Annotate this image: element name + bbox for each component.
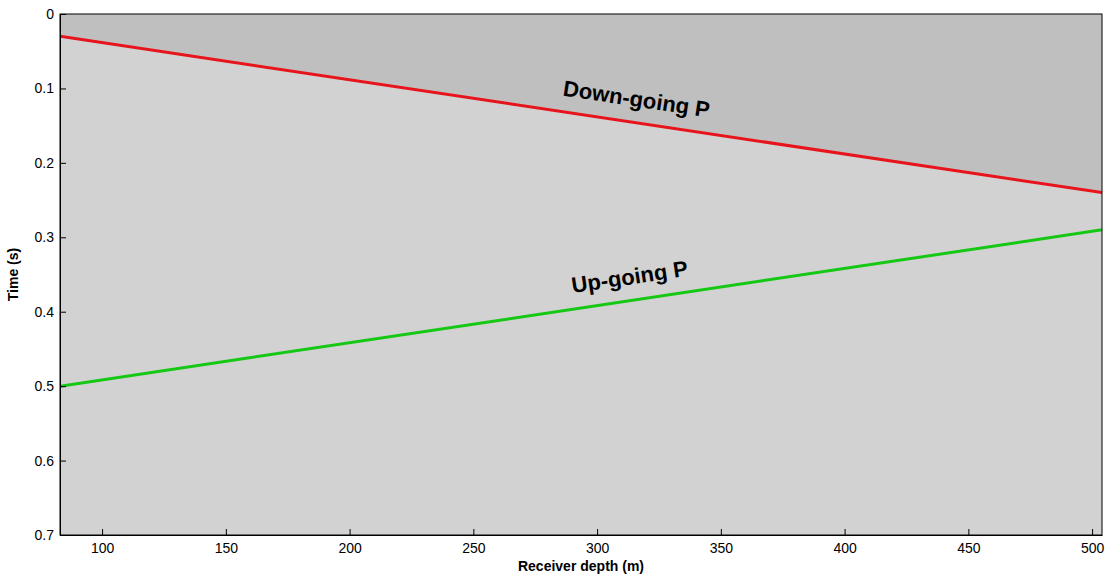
x-tick: 100 [91, 529, 115, 556]
x-tick-label: 500 [1081, 540, 1105, 556]
x-tick-mark [102, 529, 103, 535]
y-tick-label: 0.2 [35, 155, 55, 171]
y-tick: 0.5 [35, 378, 66, 394]
y-tick-label: 0.7 [35, 527, 55, 543]
series-line [60, 36, 1102, 192]
x-tick-label: 400 [833, 540, 857, 556]
x-tick-label: 100 [91, 540, 115, 556]
y-tick-mark [60, 88, 66, 89]
x-tick: 350 [710, 529, 734, 556]
x-tick-mark [226, 529, 227, 535]
x-tick-mark [597, 529, 598, 535]
y-tick-mark [60, 461, 66, 462]
x-tick-label: 450 [957, 540, 981, 556]
x-tick-mark [473, 529, 474, 535]
y-tick: 0 [46, 6, 66, 22]
chart: 100 150 200 250 300 350 400 450 500 0 0.1 0.2 0.3 0.4… [0, 0, 1108, 579]
y-tick-mark [60, 312, 66, 313]
y-tick: 0.3 [35, 229, 66, 245]
x-tick: 150 [215, 529, 239, 556]
plot-background [60, 14, 1102, 535]
x-axis: 100 150 200 250 300 350 400 450 500 [61, 529, 1105, 556]
x-tick: 500 [1081, 529, 1105, 556]
y-tick-label: 0.1 [35, 80, 55, 96]
mute-area [60, 14, 1102, 193]
marks [60, 14, 1102, 386]
plot: 100 150 200 250 300 350 400 450 500 0 0.1 0.2 0.3 0.4… [35, 6, 1105, 556]
x-tick-mark [350, 529, 351, 535]
x-tick-label: 350 [710, 540, 734, 556]
y-axis: 0 0.1 0.2 0.3 0.4 0.5 0.6 0.7 [35, 6, 66, 543]
y-tick: 0.6 [35, 453, 66, 469]
x-tick-label: 300 [586, 540, 610, 556]
x-tick-mark [721, 529, 722, 535]
x-tick-label: 250 [462, 540, 486, 556]
y-tick-label: 0.4 [35, 304, 55, 320]
y-tick-label: 0.6 [35, 453, 55, 469]
y-tick-mark [60, 163, 66, 164]
x-tick: 250 [462, 529, 486, 556]
y-axis-title: Time (s) [5, 248, 21, 301]
y-tick-mark [60, 386, 66, 387]
x-tick-mark [1092, 529, 1093, 535]
x-axis-line [61, 535, 1103, 536]
y-tick-label: 0.3 [35, 229, 55, 245]
y-tick-label: 0.5 [35, 378, 55, 394]
x-tick: 300 [586, 529, 610, 556]
x-tick-mark [845, 529, 846, 535]
y-tick: 0.1 [35, 80, 66, 96]
y-tick: 0.2 [35, 155, 66, 171]
x-tick: 450 [957, 529, 981, 556]
y-tick-label: 0 [46, 6, 54, 22]
y-axis-line [60, 15, 61, 536]
y-tick-mark [60, 535, 66, 536]
x-tick-label: 150 [215, 540, 239, 556]
frame [60, 14, 1102, 535]
x-tick-label: 200 [338, 540, 362, 556]
y-tick: 0.4 [35, 304, 66, 320]
x-tick: 200 [338, 529, 362, 556]
series-line [60, 230, 1102, 386]
y-tick: 0.7 [35, 527, 66, 543]
y-tick-mark [60, 14, 66, 15]
x-tick: 400 [833, 529, 857, 556]
y-tick-mark [60, 237, 66, 238]
x-axis-title: Receiver depth (m) [518, 558, 644, 574]
series-label: Up-going P [570, 256, 690, 298]
series-label: Down-going P [562, 76, 712, 123]
x-tick-mark [968, 529, 969, 535]
